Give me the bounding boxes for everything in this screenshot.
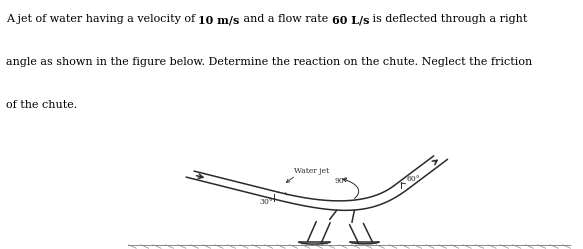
Text: 30°: 30° (259, 198, 273, 206)
Text: is deflected through a right: is deflected through a right (369, 14, 528, 24)
Text: and a flow rate: and a flow rate (240, 14, 332, 24)
Text: angle as shown in the figure below. Determine the reaction on the chute. Neglect: angle as shown in the figure below. Dete… (6, 57, 532, 67)
Text: 90°: 90° (334, 177, 348, 185)
Text: A jet of water having a velocity of: A jet of water having a velocity of (6, 14, 198, 24)
Text: of the chute.: of the chute. (6, 100, 77, 110)
Text: Water jet: Water jet (294, 167, 329, 175)
Text: 60 L/s: 60 L/s (332, 14, 369, 25)
Text: 10 m/s: 10 m/s (198, 14, 240, 25)
Text: 60°: 60° (406, 175, 420, 183)
